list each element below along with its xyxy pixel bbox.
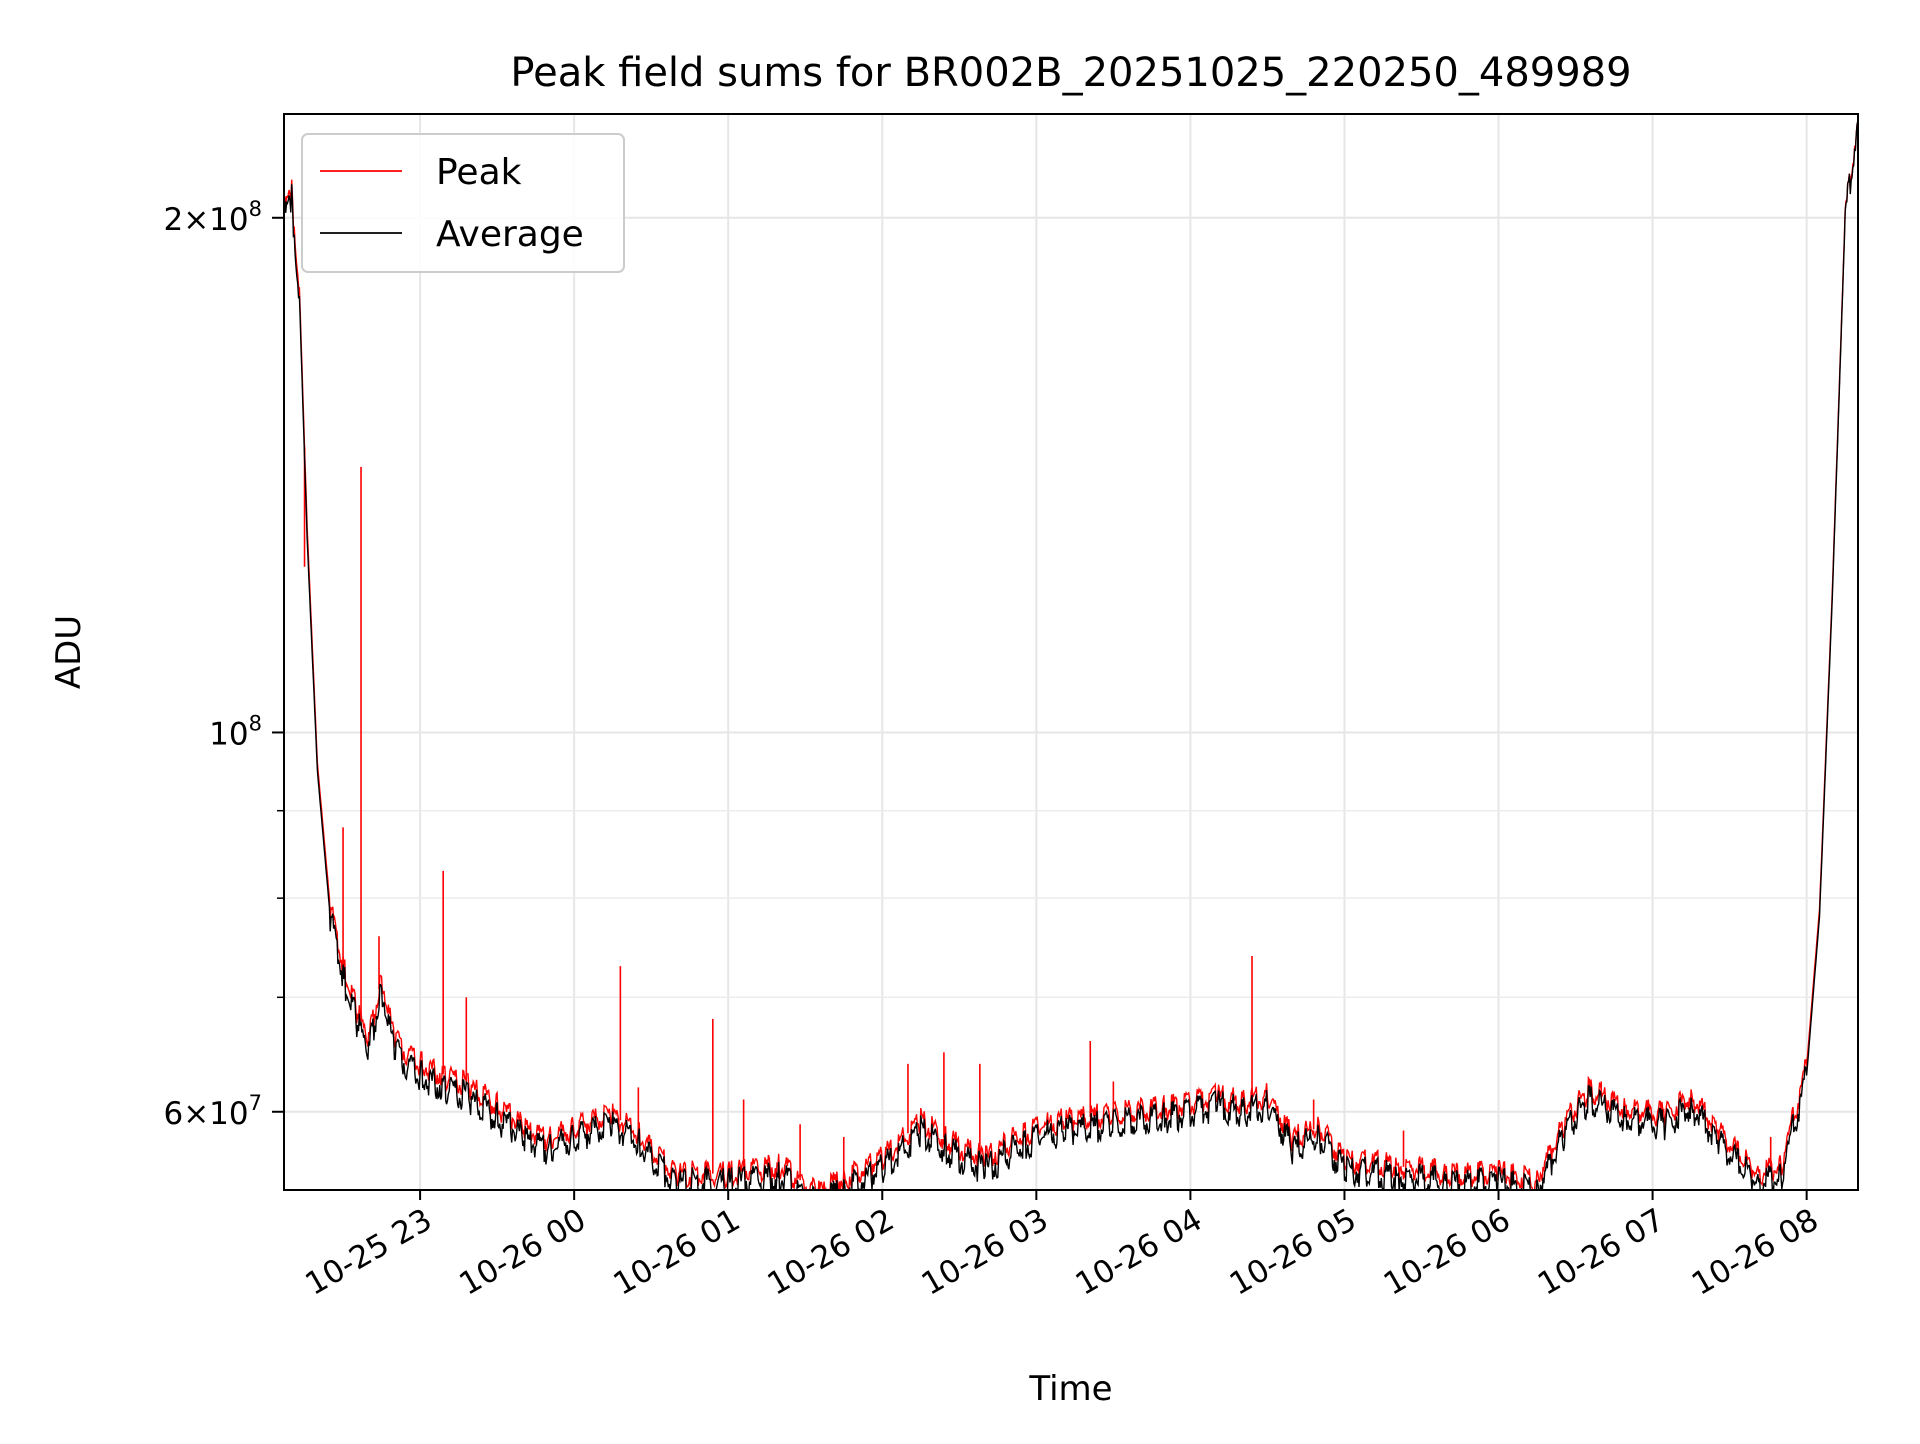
legend-label-average: Average	[436, 214, 584, 255]
y-tick-exponent: 8	[249, 197, 262, 221]
series-peak-line	[284, 120, 1858, 1190]
plot-frame	[283, 113, 1859, 1191]
series-average-line	[284, 120, 1858, 1190]
legend: Peak Average	[301, 133, 625, 273]
series-average	[284, 120, 1858, 1190]
y-tick-base: 2×10	[163, 202, 248, 238]
chart-title: Peak field sums for BR002B_20251025_2202…	[510, 50, 1631, 96]
legend-box	[301, 133, 625, 273]
series-peak	[284, 120, 1858, 1190]
y-tick-label: 2×108	[163, 197, 262, 238]
x-axis-label: Time	[1028, 1369, 1112, 1409]
y-axis-label: ADU	[49, 615, 89, 689]
y-tick-exponent: 8	[249, 711, 262, 735]
y-tick-base: 6×10	[163, 1096, 248, 1132]
y-tick-label: 6×107	[163, 1091, 262, 1132]
y-tick-base: 10	[209, 716, 248, 752]
y-tick-exponent: 7	[249, 1091, 262, 1115]
series-layer	[284, 120, 1858, 1190]
legend-label-peak: Peak	[436, 152, 522, 193]
y-tick-label: 108	[209, 711, 262, 752]
